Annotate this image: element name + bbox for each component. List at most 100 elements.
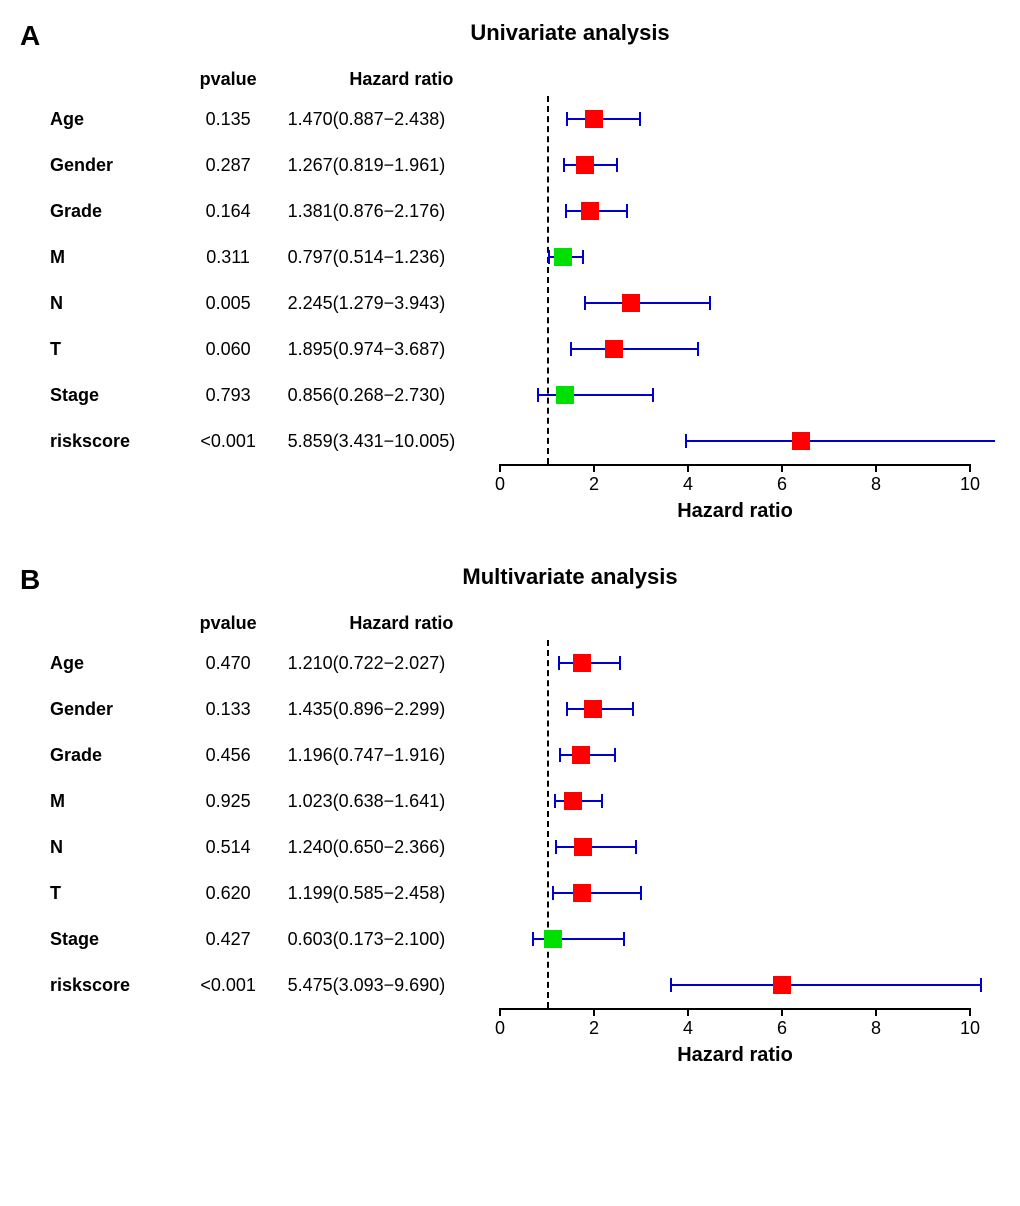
variable-name: Age (20, 109, 179, 130)
header-row: pvalueHazard ratio (20, 62, 1000, 96)
axis-tick (687, 1008, 689, 1016)
ci-line (553, 892, 641, 894)
pvalue: 0.470 (179, 653, 278, 674)
axis-tick (593, 1008, 595, 1016)
forest-plot-panel: BMultivariate analysispvalueHazard ratio… (20, 564, 1000, 1068)
hazard-ratio-text: 1.435(0.896−2.299) (278, 699, 516, 720)
ci-cap-low (565, 204, 567, 218)
ci-cap-low (532, 932, 534, 946)
hr-point (576, 156, 594, 174)
hazard-ratio-text: 1.196(0.747−1.916) (278, 745, 516, 766)
forest-row: Gender0.2871.267(0.819−1.961) (20, 142, 1000, 188)
forest-row: Stage0.4270.603(0.173−2.100) (20, 916, 1000, 962)
forest-row: riskscore<0.0015.475(3.093−9.690) (20, 962, 1000, 1008)
hazard-ratio-text: 1.267(0.819−1.961) (278, 155, 516, 176)
panel-letter: A (20, 20, 40, 52)
forest-row: Age0.1351.470(0.887−2.438) (20, 96, 1000, 142)
panel-title: Multivariate analysis (140, 564, 1000, 590)
plot-cell (515, 326, 1000, 372)
hazard-ratio-text: 1.470(0.887−2.438) (278, 109, 516, 130)
axis-title: Hazard ratio (490, 1044, 980, 1067)
pvalue: 0.133 (179, 699, 278, 720)
forest-row: Age0.4701.210(0.722−2.027) (20, 640, 1000, 686)
pvalue: 0.005 (179, 293, 278, 314)
plot-cell (515, 372, 1000, 418)
plot-cell (515, 778, 1000, 824)
hr-point (573, 884, 591, 902)
forest-row: M0.9251.023(0.638−1.641) (20, 778, 1000, 824)
header-pvalue: pvalue (179, 69, 278, 90)
axis-tick-label: 6 (777, 1018, 787, 1039)
axis-tick (687, 464, 689, 472)
header-hazard-ratio: Hazard ratio (278, 613, 516, 634)
variable-name: Gender (20, 699, 179, 720)
variable-name: M (20, 791, 179, 812)
rows-container: Age0.4701.210(0.722−2.027)Gender0.1331.4… (20, 640, 1000, 1008)
hr-point (554, 248, 572, 266)
plot-cell (515, 234, 1000, 280)
axis-tick (875, 1008, 877, 1016)
ci-cap-high (652, 388, 654, 402)
ci-cap-low (559, 748, 561, 762)
ci-cap-high (635, 840, 637, 854)
axis-tick (969, 464, 971, 472)
pvalue: 0.514 (179, 837, 278, 858)
axis-tick (499, 1008, 501, 1016)
ci-line (571, 348, 699, 350)
ci-line (671, 984, 981, 986)
panel-title: Univariate analysis (140, 20, 1000, 46)
ci-cap-high (614, 748, 616, 762)
rows-container: Age0.1351.470(0.887−2.438)Gender0.2871.2… (20, 96, 1000, 464)
hazard-ratio-text: 1.199(0.585−2.458) (278, 883, 516, 904)
forest-row: T0.0601.895(0.974−3.687) (20, 326, 1000, 372)
ci-cap-high (980, 978, 982, 992)
axis-tick-label: 4 (683, 474, 693, 495)
plot-cell (515, 188, 1000, 234)
axis-area: 0246810Hazard ratio (20, 464, 1000, 524)
hr-point (544, 930, 562, 948)
variable-name: M (20, 247, 179, 268)
axis-tick-label: 0 (495, 1018, 505, 1039)
hr-point (773, 976, 791, 994)
ci-line (556, 846, 637, 848)
hazard-ratio-text: 1.210(0.722−2.027) (278, 653, 516, 674)
axis-tick (593, 464, 595, 472)
ci-cap-low (555, 840, 557, 854)
pvalue: 0.427 (179, 929, 278, 950)
axis-tick (875, 464, 877, 472)
variable-name: N (20, 837, 179, 858)
plot-cell (515, 96, 1000, 142)
hazard-ratio-text: 0.856(0.268−2.730) (278, 385, 516, 406)
axis-tick-label: 4 (683, 1018, 693, 1039)
hr-point (605, 340, 623, 358)
hr-point (574, 838, 592, 856)
axis-tick-label: 10 (960, 1018, 980, 1039)
hazard-ratio-text: 5.859(3.431−10.005) (278, 431, 516, 452)
pvalue: 0.793 (179, 385, 278, 406)
ci-line (567, 118, 640, 120)
axis-tick-label: 6 (777, 474, 787, 495)
variable-name: T (20, 339, 179, 360)
ci-cap-low (685, 434, 687, 448)
forest-row: M0.3110.797(0.514−1.236) (20, 234, 1000, 280)
ci-cap-high (623, 932, 625, 946)
ci-cap-low (548, 250, 550, 264)
variable-name: Stage (20, 385, 179, 406)
forest-row: Stage0.7930.856(0.268−2.730) (20, 372, 1000, 418)
axis-tick (781, 464, 783, 472)
ci-line (538, 394, 654, 396)
ci-cap-high (626, 204, 628, 218)
plot-cell (515, 418, 1000, 464)
hr-point (585, 110, 603, 128)
hazard-ratio-text: 1.895(0.974−3.687) (278, 339, 516, 360)
axis-tick-label: 2 (589, 474, 599, 495)
plot-cell (515, 142, 1000, 188)
panel-letter: B (20, 564, 40, 596)
ci-cap-low (670, 978, 672, 992)
variable-name: riskscore (20, 975, 179, 996)
ci-line (686, 440, 995, 442)
hazard-ratio-text: 0.797(0.514−1.236) (278, 247, 516, 268)
ci-cap-high (619, 656, 621, 670)
forest-row: Gender0.1331.435(0.896−2.299) (20, 686, 1000, 732)
axis-tick (969, 1008, 971, 1016)
